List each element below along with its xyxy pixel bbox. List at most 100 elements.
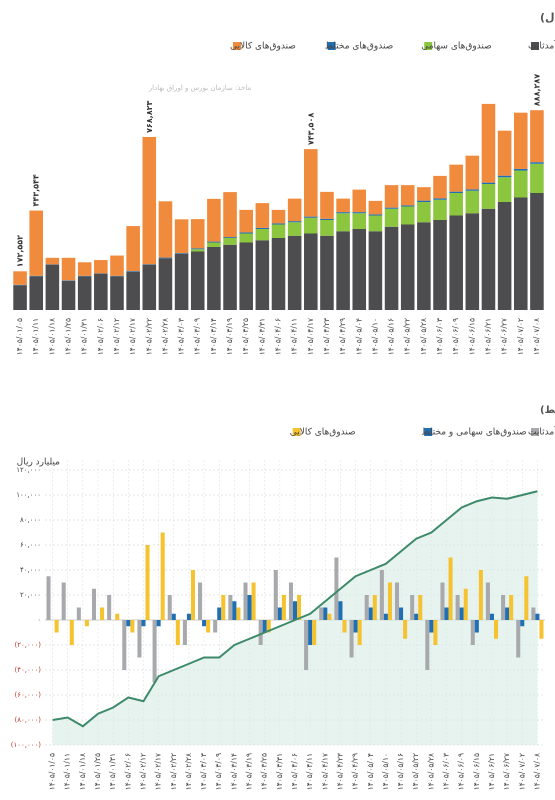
- y-tick-label: ۱۰۰,۰۰۰: [16, 491, 41, 499]
- bar-segment: [465, 213, 480, 310]
- bar: [232, 601, 237, 620]
- bar-segment: [255, 240, 270, 310]
- x-tick-label: ۱۴۰۵/۰۱/۰۵: [48, 753, 57, 790]
- x-tick-label: ۱۴۰۵/۰۱/۲۵: [93, 753, 102, 790]
- x-tick-label: ۱۴۰۵/۰۲/۱۷: [128, 318, 137, 355]
- y-tick-label: (۱۰۰,۰۰۰): [11, 741, 42, 749]
- bar-segment: [207, 242, 221, 247]
- annotation: ۴۴۳,۵۴۴: [32, 174, 41, 206]
- bar: [429, 620, 434, 633]
- bar-segment: [126, 271, 140, 310]
- bar-segment: [94, 274, 108, 310]
- x-tick-label: ۱۴۰۵/۰۴/۰۶: [290, 753, 299, 790]
- x-tick-label: ۱۴۰۵/۰۶/۱۵: [467, 318, 476, 355]
- bar-segment: [417, 200, 431, 202]
- bar: [539, 620, 544, 639]
- x-tick-label: ۱۴۰۵/۰۲/۲۲: [144, 318, 153, 355]
- bar-segment: [352, 212, 367, 214]
- axis-unit: میلیارد ریال: [17, 458, 61, 468]
- y-tick-label: (۶۰,۰۰۰): [15, 691, 42, 699]
- bar: [288, 582, 293, 620]
- bar-segment: [239, 233, 253, 243]
- bar-segment: [320, 191, 334, 219]
- legend-label: صندوق‌های مختلط: [325, 42, 394, 52]
- bar-segment: [304, 233, 318, 310]
- bar-segment: [465, 190, 480, 214]
- x-tick-label: ۱۴۰۵/۰۴/۱۱: [290, 318, 299, 355]
- legend-label: صندوق‌های درآمدثابت: [528, 40, 555, 52]
- y-tick-label: (۸۰,۰۰۰): [15, 716, 42, 724]
- x-tick-label: ۱۴۰۵/۰۱/۱۸: [78, 753, 87, 790]
- legend-label: صندوق‌های کالایی: [230, 42, 296, 52]
- bar: [122, 620, 127, 670]
- x-tick-label: ۱۴۰۵/۰۵/۱۶: [396, 753, 405, 790]
- bar-segment: [304, 217, 318, 234]
- chart-title: خالص خرید سهامداران حقیقی در صندوق‌های س…: [540, 403, 555, 416]
- bar: [292, 601, 298, 620]
- bar-segment: [207, 198, 221, 242]
- bar-segment: [271, 224, 286, 238]
- bar: [368, 607, 373, 620]
- source: ماخذ: سازمان بورس و اوراق بهادار: [148, 84, 252, 92]
- x-tick-label: ۱۴۰۵/۰۲/۱۲: [138, 753, 147, 790]
- bar-segment: [304, 216, 318, 218]
- bar: [379, 570, 384, 620]
- bar-segment: [29, 210, 44, 276]
- x-tick-label: ۱۴۰۵/۰۳/۱۹: [225, 318, 234, 355]
- legend-swatch: [292, 428, 301, 436]
- bar-segment: [190, 219, 205, 249]
- x-tick-label: ۱۴۰۵/۰۳/۲۵: [260, 753, 269, 790]
- x-tick-label: ۱۴۰۵/۰۵/۲۸: [419, 318, 428, 355]
- bar: [520, 620, 525, 627]
- x-tick-label: ۱۴۰۵/۰۳/۳۱: [257, 318, 266, 355]
- bar-segment: [287, 222, 302, 236]
- x-tick-label: ۱۴۰۵/۰۲/۱۲: [112, 318, 121, 355]
- bar-segment: [368, 215, 383, 232]
- bar: [76, 607, 81, 620]
- bar: [84, 620, 89, 627]
- bar-segment: [497, 130, 512, 176]
- bar-segment: [513, 197, 528, 310]
- bar: [338, 601, 343, 620]
- bar-segment: [174, 219, 189, 254]
- bar-segment: [158, 258, 173, 310]
- annotation: ۷۶۸,۸۲۳: [145, 101, 154, 133]
- bar: [202, 620, 207, 627]
- bar-segment: [190, 248, 205, 250]
- bar: [372, 595, 377, 620]
- bar-segment: [513, 112, 528, 169]
- bar: [130, 620, 135, 633]
- bar: [364, 595, 369, 620]
- bar: [304, 620, 309, 670]
- bar-segment: [287, 235, 302, 310]
- x-tick-label: ۱۴۰۵/۰۴/۰۶: [274, 318, 283, 355]
- x-tick-label: ۱۴۰۵/۰۶/۱۵: [472, 753, 481, 790]
- x-tick-label: ۱۴۰۵/۰۲/۰۶: [123, 753, 132, 790]
- bar: [213, 620, 218, 633]
- bar: [489, 613, 494, 620]
- x-tick-label: ۱۴۰۵/۰۶/۲۷: [500, 318, 509, 355]
- bar: [531, 607, 536, 620]
- annotation: ۸۸۸,۲۸۷: [532, 74, 541, 106]
- bar: [349, 620, 354, 658]
- x-tick-label: ۱۴۰۵/۰۵/۱۰: [381, 753, 390, 790]
- bar: [414, 613, 419, 620]
- bar-segment: [45, 257, 60, 265]
- legend-swatch: [232, 42, 241, 50]
- bar: [524, 576, 529, 620]
- bar: [198, 582, 203, 620]
- bar-segment: [174, 253, 189, 310]
- bar: [126, 620, 131, 627]
- bar: [455, 595, 460, 620]
- bar-segment: [449, 215, 463, 310]
- bar: [156, 620, 161, 627]
- bar: [403, 620, 408, 639]
- bar: [493, 620, 499, 639]
- x-tick-label: ۱۴۰۵/۰۵/۲۲: [411, 753, 420, 790]
- annotation: ۱۷۲,۵۵۲: [16, 235, 25, 267]
- bar-segment: [223, 237, 237, 238]
- bar: [277, 607, 282, 620]
- bar: [387, 582, 392, 620]
- bar: [145, 545, 150, 620]
- bar-segment: [190, 249, 205, 252]
